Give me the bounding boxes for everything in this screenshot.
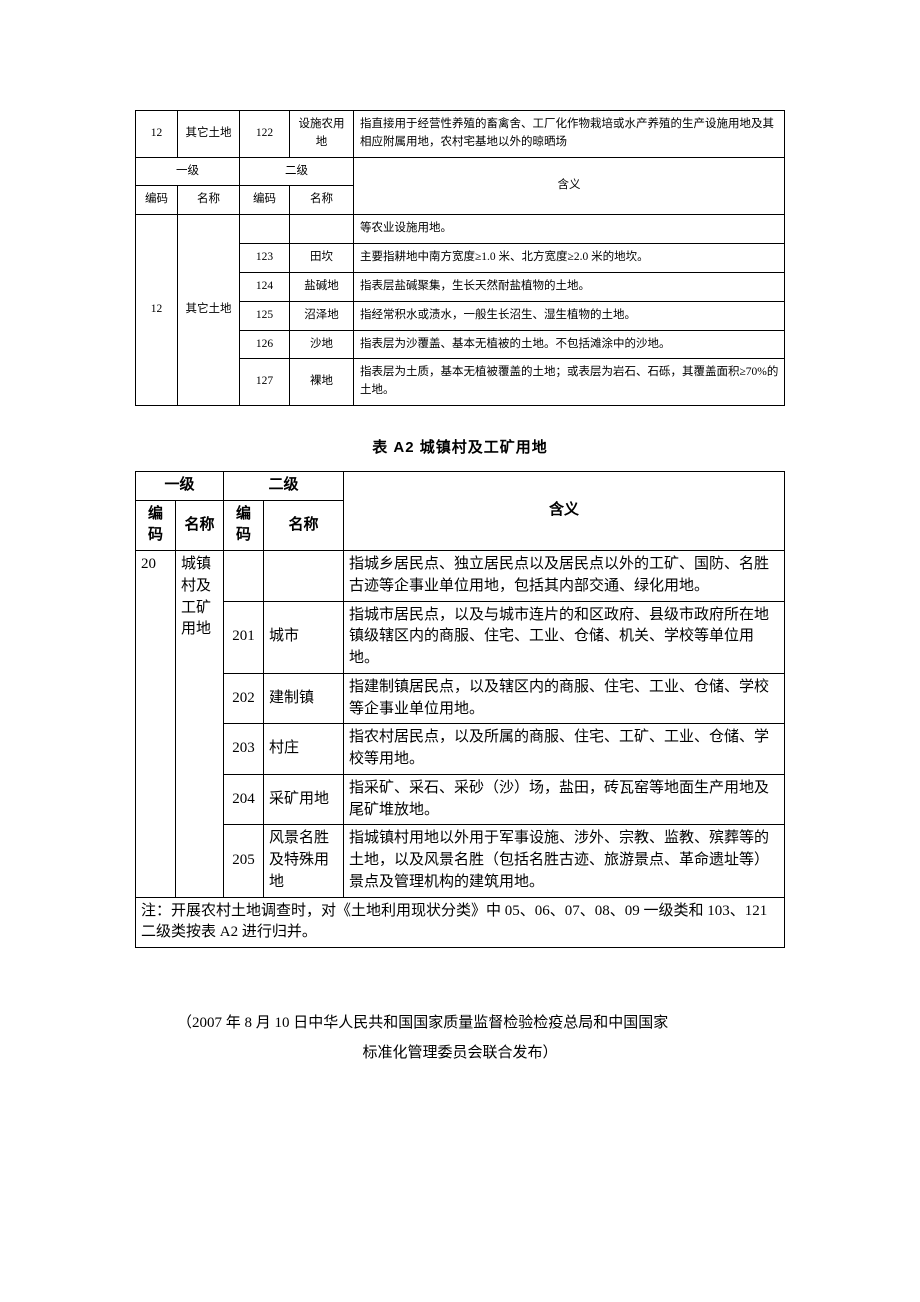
l1-code-cell: 12 (136, 215, 178, 406)
table-row: 201 城市 指城市居民点，以及与城市连片的和区政府、县级市政府所在地镇级辖区内… (136, 601, 785, 673)
definition-cell: 指经常积水或渍水，一般生长沼生、湿生植物的土地。 (354, 301, 785, 330)
l2-name-cell: 沼泽地 (290, 301, 354, 330)
level1-header: 一级 (136, 471, 224, 500)
definition-cell: 指直接用于经营性养殖的畜禽舍、工厂化作物栽培或水产养殖的生产设施用地及其相应附属… (354, 111, 785, 158)
table-row: 203 村庄 指农村居民点，以及所属的商服、住宅、工矿、工业、仓储、学校等用地。 (136, 724, 785, 775)
table-row: 205 风景名胜及特殊用地 指城镇村用地以外用于军事设施、涉外、宗教、监教、殡葬… (136, 825, 785, 897)
table-a2-title: 表 A2 城镇村及工矿用地 (135, 436, 785, 457)
table-row: 204 采矿用地 指采矿、采石、采砂（沙）场，盐田，砖瓦窑等地面生产用地及尾矿堆… (136, 774, 785, 825)
l2-code-cell: 125 (240, 301, 290, 330)
definition-cell: 指城市居民点，以及与城市连片的和区政府、县级市政府所在地镇级辖区内的商服、住宅、… (344, 601, 785, 673)
definition-header: 含义 (354, 157, 785, 215)
l2-code-cell: 203 (224, 724, 264, 775)
l2-code-cell: 202 (224, 673, 264, 724)
table-a1: 12 其它土地 122 设施农用地 指直接用于经营性养殖的畜禽舍、工厂化作物栽培… (135, 110, 785, 406)
l2-name-cell: 裸地 (290, 359, 354, 406)
l2-code-cell: 204 (224, 774, 264, 825)
definition-header: 含义 (344, 471, 785, 550)
l2-code-cell: 126 (240, 330, 290, 359)
level2-header: 二级 (224, 471, 344, 500)
l2-name-cell: 田坎 (290, 244, 354, 273)
name-header: 名称 (176, 500, 224, 551)
l2-name-cell: 城市 (264, 601, 344, 673)
l2-code-cell (240, 215, 290, 244)
name-header: 名称 (178, 186, 240, 215)
l2-code-cell: 122 (240, 111, 290, 158)
table-a2: 一级 二级 含义 编码 名称 编码 名称 20 城镇村及工矿用地 指城乡居民点、… (135, 471, 785, 948)
l1-name-cell: 其它土地 (178, 215, 240, 406)
table-note-row: 注：开展农村土地调查时，对《土地利用现状分类》中 05、06、07、08、09 … (136, 897, 785, 948)
level1-header: 一级 (136, 157, 240, 186)
name-header: 名称 (264, 500, 344, 551)
footer-paragraph: （2007 年 8 月 10 日中华人民共和国国家质量监督检验检疫总局和中国国家… (135, 1008, 785, 1068)
l1-code-cell: 12 (136, 111, 178, 158)
table-header-row: 一级 二级 含义 (136, 157, 785, 186)
definition-cell: 指农村居民点，以及所属的商服、住宅、工矿、工业、仓储、学校等用地。 (344, 724, 785, 775)
definition-cell: 主要指耕地中南方宽度≥1.0 米、北方宽度≥2.0 米的地坎。 (354, 244, 785, 273)
l2-name-cell: 采矿用地 (264, 774, 344, 825)
l2-name-cell: 村庄 (264, 724, 344, 775)
footer-line2: 标准化管理委员会联合发布） (141, 1038, 779, 1068)
l2-code-cell: 205 (224, 825, 264, 897)
code-header: 编码 (136, 186, 178, 215)
l1-name-cell: 城镇村及工矿用地 (176, 551, 224, 898)
definition-cell: 指采矿、采石、采砂（沙）场，盐田，砖瓦窑等地面生产用地及尾矿堆放地。 (344, 774, 785, 825)
l2-name-cell: 盐碱地 (290, 272, 354, 301)
l2-name-cell (290, 215, 354, 244)
code-header: 编码 (240, 186, 290, 215)
l2-code-cell: 201 (224, 601, 264, 673)
definition-cell: 指城乡居民点、独立居民点以及居民点以外的工矿、国防、名胜古迹等企事业单位用地，包… (344, 551, 785, 602)
table-row: 20 城镇村及工矿用地 指城乡居民点、独立居民点以及居民点以外的工矿、国防、名胜… (136, 551, 785, 602)
l2-code-cell: 127 (240, 359, 290, 406)
table-note: 注：开展农村土地调查时，对《土地利用现状分类》中 05、06、07、08、09 … (136, 897, 785, 948)
l1-name-cell: 其它土地 (178, 111, 240, 158)
l2-name-cell: 风景名胜及特殊用地 (264, 825, 344, 897)
l2-name-cell: 设施农用地 (290, 111, 354, 158)
definition-cell: 指建制镇居民点，以及辖区内的商服、住宅、工业、仓储、学校等企事业单位用地。 (344, 673, 785, 724)
table-header-row: 一级 二级 含义 (136, 471, 785, 500)
name-header: 名称 (290, 186, 354, 215)
l2-name-cell: 建制镇 (264, 673, 344, 724)
l2-name-cell (264, 551, 344, 602)
table-row: 202 建制镇 指建制镇居民点，以及辖区内的商服、住宅、工业、仓储、学校等企事业… (136, 673, 785, 724)
definition-cell: 指表层盐碱聚集，生长天然耐盐植物的土地。 (354, 272, 785, 301)
level2-header: 二级 (240, 157, 354, 186)
definition-cell: 指表层为沙覆盖、基本无植被的土地。不包括滩涂中的沙地。 (354, 330, 785, 359)
code-header: 编码 (136, 500, 176, 551)
l2-code-cell: 124 (240, 272, 290, 301)
l2-code-cell (224, 551, 264, 602)
l2-name-cell: 沙地 (290, 330, 354, 359)
table-row: 12 其它土地 等农业设施用地。 (136, 215, 785, 244)
definition-cell: 指城镇村用地以外用于军事设施、涉外、宗教、监教、殡葬等的土地，以及风景名胜（包括… (344, 825, 785, 897)
definition-cell: 指表层为土质，基本无植被覆盖的土地；或表层为岩石、石砾，其覆盖面积≥70%的土地… (354, 359, 785, 406)
l1-code-cell: 20 (136, 551, 176, 898)
definition-cell: 等农业设施用地。 (354, 215, 785, 244)
code-header: 编码 (224, 500, 264, 551)
l2-code-cell: 123 (240, 244, 290, 273)
table-row: 12 其它土地 122 设施农用地 指直接用于经营性养殖的畜禽舍、工厂化作物栽培… (136, 111, 785, 158)
footer-line1: （2007 年 8 月 10 日中华人民共和国国家质量监督检验检疫总局和中国国家 (141, 1008, 779, 1038)
